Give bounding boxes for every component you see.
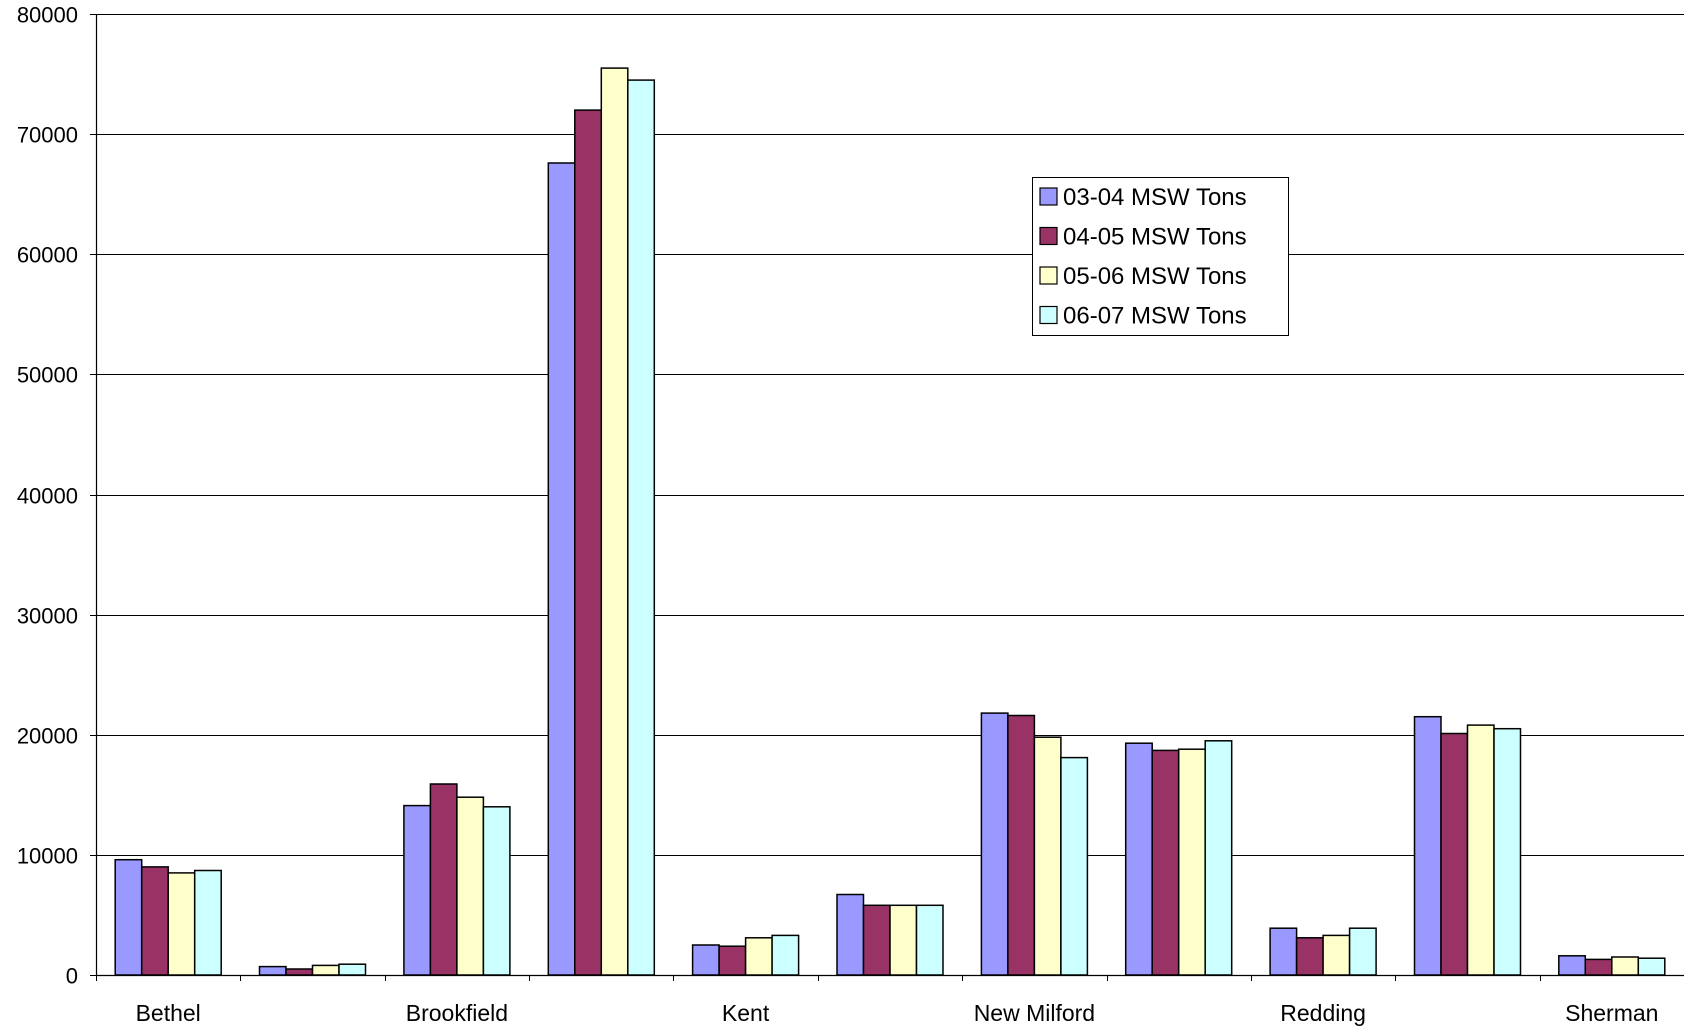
bar: [1637, 957, 1666, 976]
bar: [718, 945, 747, 976]
x-tick-label: Bethel: [136, 1000, 201, 1026]
bar: [1295, 937, 1324, 976]
legend-swatch: [1039, 187, 1058, 206]
legend-swatch: [1039, 266, 1058, 285]
bar: [1466, 724, 1495, 976]
y-tick-label: 60000: [17, 243, 78, 268]
bar: [1177, 748, 1206, 976]
y-tick-label: 40000: [17, 484, 78, 509]
y-tick-label: 30000: [17, 604, 78, 629]
gridlines: [96, 14, 1684, 856]
bar: [114, 858, 143, 976]
bar: [1348, 927, 1377, 976]
bar: [311, 964, 340, 976]
bar: [1060, 756, 1089, 976]
bar: [167, 872, 196, 976]
bar: [1269, 927, 1298, 976]
bar: [338, 963, 367, 976]
bar: [1558, 955, 1587, 976]
legend-swatch: [1039, 226, 1058, 246]
legend-label: 05-06 MSW Tons: [1063, 263, 1247, 290]
bar: [456, 796, 485, 976]
x-tick-label: Redding: [1280, 1000, 1366, 1026]
bar: [482, 806, 511, 976]
bar: [140, 866, 169, 976]
bar: [1322, 934, 1351, 976]
bar: [744, 937, 773, 976]
bar: [574, 109, 603, 976]
bar: [193, 869, 222, 976]
bar: [1611, 956, 1640, 976]
legend-label: 06-07 MSW Tons: [1063, 303, 1247, 330]
bar: [258, 965, 287, 976]
bars: [114, 67, 1666, 976]
bar: [1584, 958, 1613, 976]
bar: [1007, 714, 1036, 976]
x-tick-label: Brookfield: [406, 1000, 508, 1026]
legend: 03-04 MSW Tons 04-05 MSW Tons 05-06 MSW To…: [1032, 177, 1289, 336]
bar: [771, 934, 800, 976]
x-tick-label: Kent: [722, 1000, 770, 1026]
bar: [600, 67, 629, 976]
bar: [1124, 742, 1153, 976]
bar: [285, 968, 314, 976]
bar: [889, 904, 918, 976]
legend-label: 04-05 MSW Tons: [1063, 224, 1247, 251]
bar: [1151, 749, 1180, 976]
bar: [1440, 732, 1469, 976]
y-axis-ticks: 0 10000 20000 30000 40000 50000 60000 70000 8000…: [17, 3, 96, 989]
bar: [836, 893, 865, 976]
bar: [429, 783, 458, 976]
bar: [403, 804, 432, 976]
y-tick-label: 0: [66, 964, 78, 989]
bar: [862, 904, 891, 976]
bar: [1413, 715, 1442, 976]
bar: [1493, 727, 1522, 976]
x-tick-label: Sherman: [1565, 1000, 1658, 1026]
y-tick-label: 70000: [17, 123, 78, 148]
y-tick-label: 10000: [17, 844, 78, 869]
bar: [1033, 736, 1062, 976]
x-axis-labels: Bethel Brookfield Kent New Milford Redding Sh…: [136, 1000, 1659, 1026]
legend-swatch: [1039, 305, 1058, 325]
bar: [691, 944, 720, 976]
y-tick-label: 20000: [17, 724, 78, 749]
legend-label: 03-04 MSW Tons: [1063, 184, 1247, 211]
legend-box: [1032, 177, 1289, 336]
bar: [980, 712, 1009, 976]
bar: [547, 162, 576, 976]
y-tick-label: 80000: [17, 3, 78, 28]
bar: [627, 79, 656, 976]
x-tick-label: New Milford: [974, 1000, 1095, 1026]
bar: [915, 904, 944, 976]
y-tick-label: 50000: [17, 363, 78, 388]
bar: [1204, 740, 1233, 976]
